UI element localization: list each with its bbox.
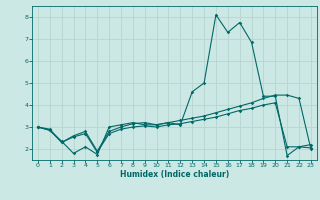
X-axis label: Humidex (Indice chaleur): Humidex (Indice chaleur) [120, 170, 229, 179]
